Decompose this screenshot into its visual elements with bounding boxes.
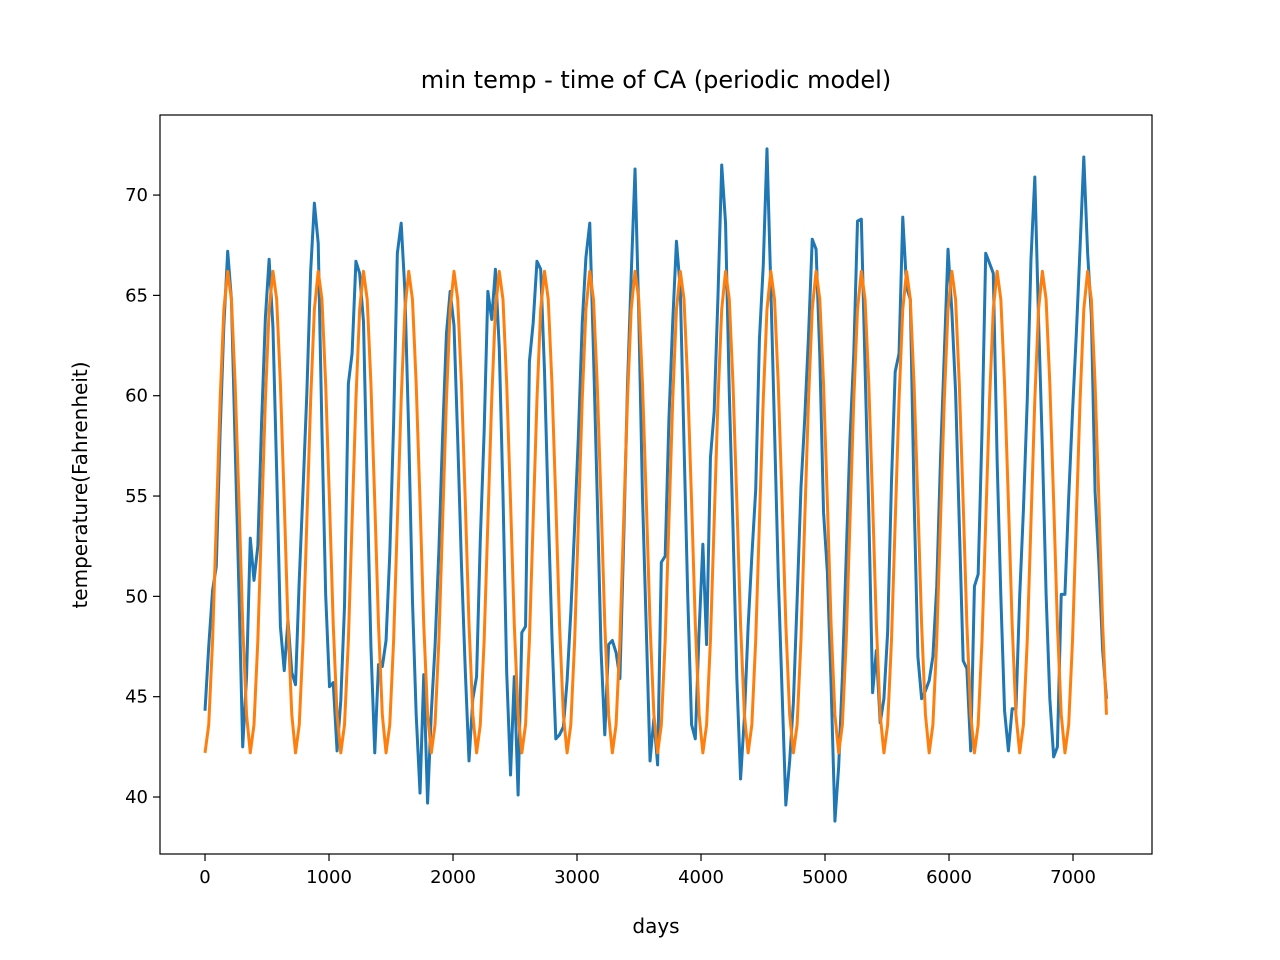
y-tick-label: 60 xyxy=(125,386,148,407)
x-tick-label: 4000 xyxy=(678,867,724,888)
x-tick-label: 7000 xyxy=(1050,867,1096,888)
y-tick-label: 50 xyxy=(125,586,148,607)
plot-frame xyxy=(159,114,1153,855)
y-tick-label: 55 xyxy=(125,486,148,507)
data-line xyxy=(203,269,1108,755)
y-tick-label: 65 xyxy=(125,285,148,306)
y-tick-label: 40 xyxy=(125,787,148,808)
x-tick-label: 6000 xyxy=(926,867,972,888)
y-tick-label: 70 xyxy=(125,185,148,206)
chart-title: min temp - time of CA (periodic model) xyxy=(421,66,891,94)
x-tick-label: 3000 xyxy=(554,867,600,888)
y-tick-label: 45 xyxy=(125,687,148,708)
x-tick-label: 5000 xyxy=(802,867,848,888)
x-tick-label: 0 xyxy=(199,867,210,888)
x-tick-label: 2000 xyxy=(430,867,476,888)
y-axis-label: temperature(Fahrenheit) xyxy=(68,361,92,608)
x-axis-label: days xyxy=(632,914,679,938)
x-tick-label: 1000 xyxy=(306,867,352,888)
